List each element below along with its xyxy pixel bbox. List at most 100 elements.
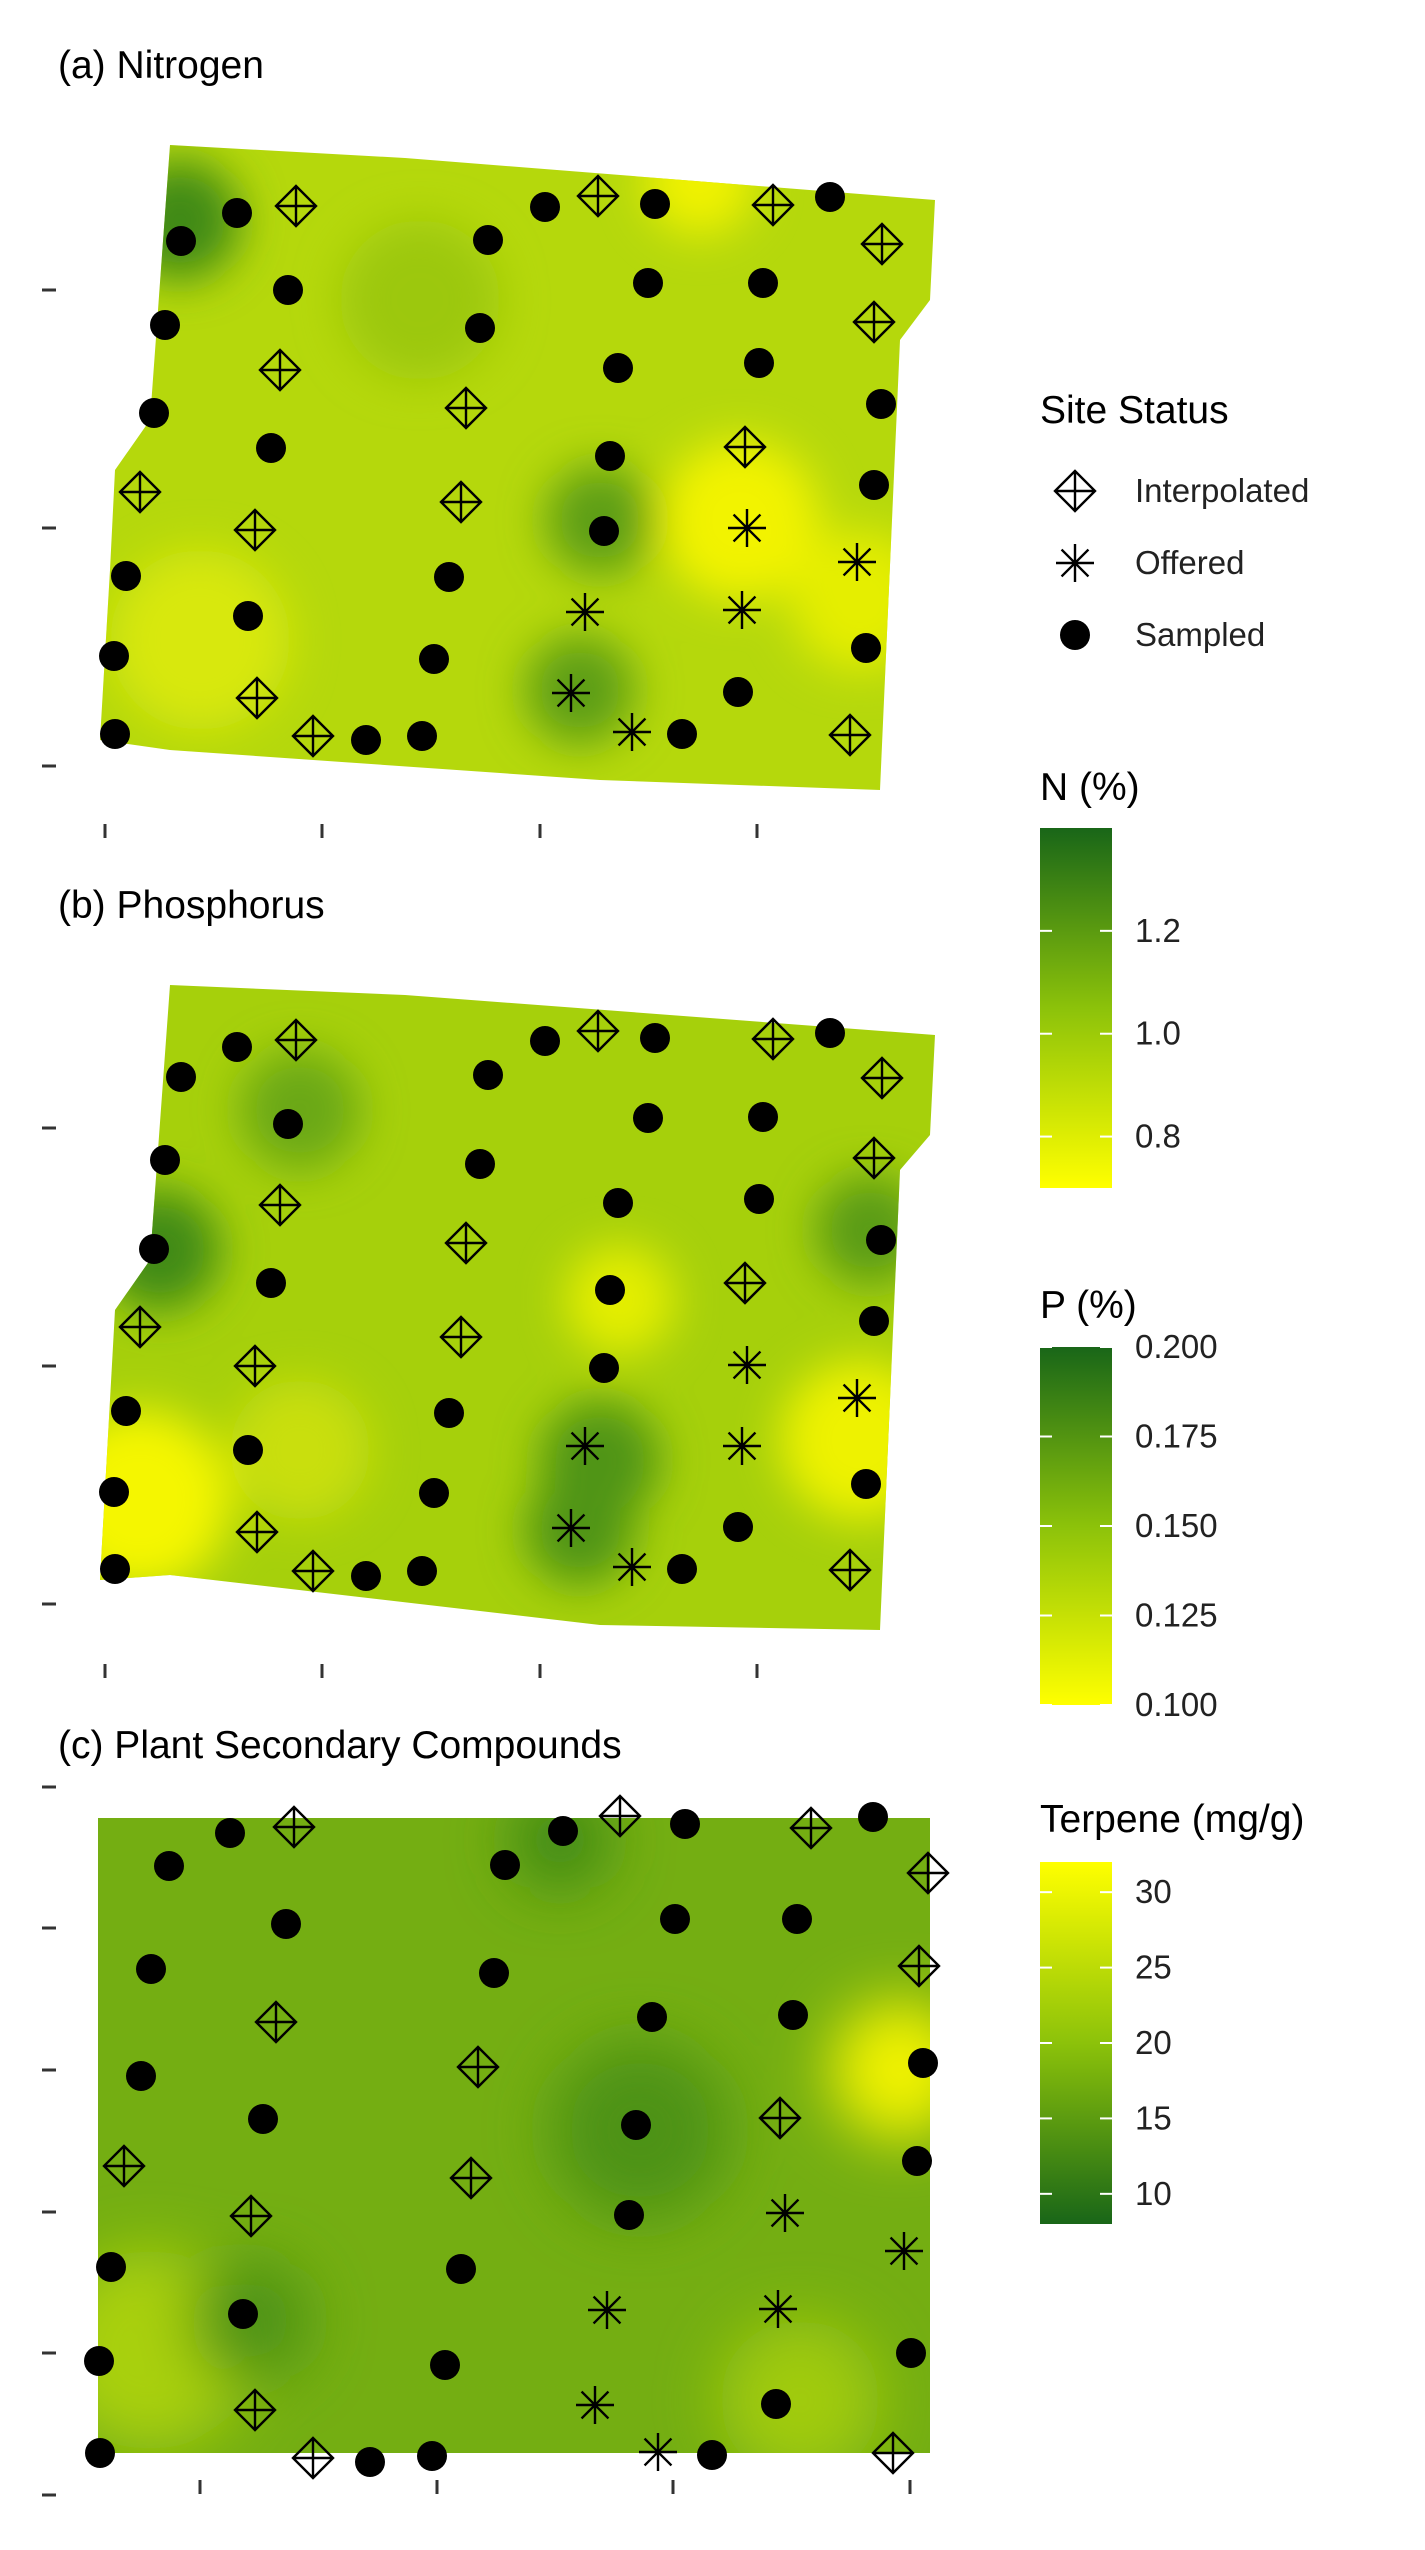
- sampled-site-marker: [407, 721, 437, 751]
- sampled-site-marker: [782, 1904, 812, 1934]
- sampled-site-marker: [139, 1234, 169, 1264]
- sampled-site-marker: [434, 562, 464, 592]
- sampled-site-marker: [430, 2350, 460, 2380]
- offered-site-marker: [613, 713, 651, 751]
- sampled-site-marker: [273, 275, 303, 305]
- sampled-site-marker: [150, 1145, 180, 1175]
- interpolated-site-marker: [751, 183, 795, 227]
- sampled-site-marker: [419, 1478, 449, 1508]
- panel-c-heatmap: [98, 1818, 930, 2453]
- interpolated-site-marker: [456, 2045, 500, 2089]
- sampled-site-marker: [589, 1353, 619, 1383]
- terpene-legend-title: Terpene (mg/g): [1040, 1798, 1304, 1841]
- sampled-site-marker: [851, 633, 881, 663]
- sampled-site-marker: [99, 641, 129, 671]
- legend-label-offered: Offered: [1135, 544, 1244, 581]
- interpolated-site-marker: [598, 1794, 642, 1838]
- colorbar-tick-label: 20: [1135, 2024, 1172, 2061]
- interpolated-site-marker: [871, 2431, 915, 2475]
- interpolated-site-marker: [291, 2436, 335, 2480]
- site-legend-title: Site Status: [1040, 389, 1229, 432]
- colorbar-tick-label: 1.0: [1135, 1015, 1181, 1052]
- sampled-site-marker: [637, 2002, 667, 2032]
- sampled-site-marker: [111, 561, 141, 591]
- sampled-site-marker: [84, 2346, 114, 2376]
- offered-site-marker: [728, 1346, 766, 1384]
- interpolated-site-marker: [751, 1017, 795, 1061]
- sampled-site-marker: [355, 2447, 385, 2477]
- offered-site-marker: [613, 1548, 651, 1586]
- sampled-symbol: [1060, 620, 1090, 650]
- interpolated-site-marker: [229, 2194, 273, 2238]
- sampled-site-marker: [166, 226, 196, 256]
- sampled-site-marker: [465, 313, 495, 343]
- interpolated-site-marker: [439, 1315, 483, 1359]
- sampled-site-marker: [473, 1060, 503, 1090]
- offered-site-marker: [766, 2194, 804, 2232]
- interpolated-site-marker: [789, 1806, 833, 1850]
- interpolated-site-marker: [723, 425, 767, 469]
- phosphorus-legend-title: P (%): [1040, 1284, 1137, 1327]
- sampled-site-marker: [614, 2200, 644, 2230]
- legend-label-sampled: Sampled: [1135, 616, 1265, 653]
- phosphorus-colorbar-legend: P (%) 0.200 0.175 0.150 0.125 0.100: [1040, 1284, 1218, 1723]
- offered-site-marker: [838, 1379, 876, 1417]
- sampled-site-marker: [595, 441, 625, 471]
- sampled-site-marker: [85, 2438, 115, 2468]
- sampled-site-marker: [748, 268, 778, 298]
- interpolated-site-marker: [897, 1944, 941, 1988]
- sampled-site-marker: [851, 1469, 881, 1499]
- sampled-site-marker: [256, 1268, 286, 1298]
- sampled-site-marker: [228, 2299, 258, 2329]
- interpolated-site-marker: [258, 1183, 302, 1227]
- sampled-site-marker: [640, 189, 670, 219]
- interpolated-site-marker: [274, 1018, 318, 1062]
- sampled-site-marker: [100, 719, 130, 749]
- sampled-site-marker: [233, 1435, 263, 1465]
- nitrogen-colorbar-legend: N (%) 1.2 1.0 0.8: [1040, 766, 1181, 1188]
- colorbar-tick-label: 15: [1135, 2099, 1172, 2136]
- interpolated-site-marker: [758, 2096, 802, 2140]
- sampled-site-marker: [697, 2440, 727, 2470]
- panel-b-sites: [99, 1009, 904, 1593]
- offered-site-marker: [552, 674, 590, 712]
- interpolated-site-marker: [828, 713, 872, 757]
- sampled-site-marker: [595, 1275, 625, 1305]
- interpolated-site-marker: [860, 1056, 904, 1100]
- sampled-site-marker: [222, 198, 252, 228]
- colorbar-tick-label: 0.150: [1135, 1507, 1218, 1544]
- sampled-site-marker: [490, 1850, 520, 1880]
- interpolated-site-marker: [254, 2000, 298, 2044]
- interpolated-site-marker: [291, 714, 335, 758]
- colorbar-tick-label: 30: [1135, 1873, 1172, 1910]
- nitrogen-colorbar: [1040, 828, 1112, 1188]
- interpolated-site-marker: [274, 184, 318, 228]
- sampled-site-marker: [660, 1904, 690, 1934]
- interpolated-site-marker: [118, 470, 162, 514]
- colorbar-tick-label: 0.8: [1135, 1118, 1181, 1155]
- sampled-site-marker: [667, 1554, 697, 1584]
- offered-site-marker: [639, 2433, 677, 2471]
- colorbar-tick-label: 0.125: [1135, 1597, 1218, 1634]
- sampled-site-marker: [744, 1184, 774, 1214]
- sampled-site-marker: [908, 2048, 938, 2078]
- diamond-plus-icon: [1053, 469, 1097, 513]
- sampled-site-marker: [351, 1561, 381, 1591]
- sampled-site-marker: [271, 1909, 301, 1939]
- panel-a-heatmap: [100, 145, 935, 790]
- panel-b-title: (b) Phosphorus: [58, 884, 325, 927]
- interpolated-site-marker: [233, 508, 277, 552]
- sampled-site-marker: [222, 1032, 252, 1062]
- legend-label-interpolated: Interpolated: [1135, 472, 1309, 509]
- site-status-legend: Site Status Interpolated Offered Sampled: [1040, 389, 1309, 653]
- sampled-site-marker: [100, 1554, 130, 1584]
- interpolated-site-marker: [723, 1261, 767, 1305]
- sampled-site-marker: [896, 2338, 926, 2368]
- sampled-site-marker: [866, 389, 896, 419]
- sampled-site-marker: [434, 1398, 464, 1428]
- interpolated-site-marker: [860, 222, 904, 266]
- sampled-site-marker: [859, 470, 889, 500]
- offered-site-marker: [723, 1427, 761, 1465]
- sampled-site-marker: [859, 1306, 889, 1336]
